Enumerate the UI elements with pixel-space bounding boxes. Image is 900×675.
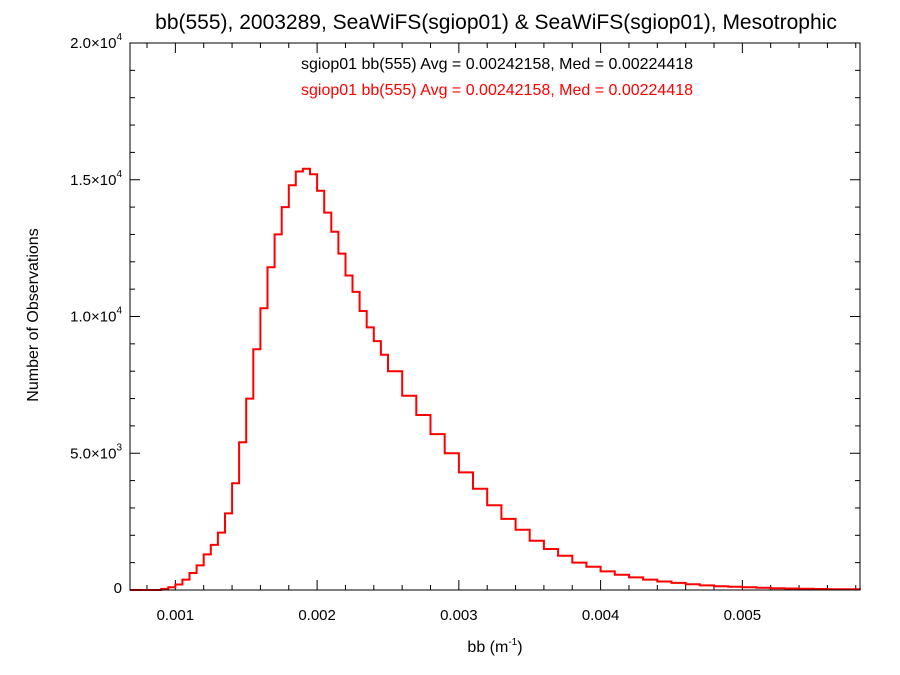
x-axis-label-end: ) — [517, 639, 522, 656]
tick-layer: 0.001 0.002 0.003 0.004 0.005 0 5.0×103 1.0×104… — [70, 32, 860, 624]
y-tick-label: 2.0×104 — [70, 32, 122, 52]
x-tick-label: 0.005 — [724, 607, 762, 624]
y-tick-label: 0 — [114, 580, 122, 597]
y-axis-label: Number of Observations — [25, 228, 42, 401]
histogram-series-line — [130, 167, 861, 591]
y-tick-label: 1.5×104 — [70, 169, 122, 189]
x-tick-label: 0.004 — [582, 607, 620, 624]
plot-frame — [129, 42, 861, 591]
x-axis-label: bb (m-1) — [467, 637, 522, 656]
y-tick-label: 1.0×104 — [70, 306, 122, 326]
x-tick-label: 0.003 — [440, 607, 478, 624]
y-tick-label: 5.0×103 — [70, 442, 122, 462]
annotation-black: sgiop01 bb(555) Avg = 0.00242158, Med = … — [301, 56, 693, 73]
annotation-red: sgiop01 bb(555) Avg = 0.00242158, Med = … — [301, 82, 693, 99]
x-tick-label: 0.001 — [157, 607, 195, 624]
x-tick-label: 0.002 — [298, 607, 336, 624]
x-axis-label-base: bb (m — [467, 639, 508, 656]
series-layer — [130, 167, 861, 591]
x-axis-label-sup: -1 — [508, 637, 517, 648]
chart-title: bb(555), 2003289, SeaWiFS(sgiop01) & Sea… — [155, 11, 837, 34]
